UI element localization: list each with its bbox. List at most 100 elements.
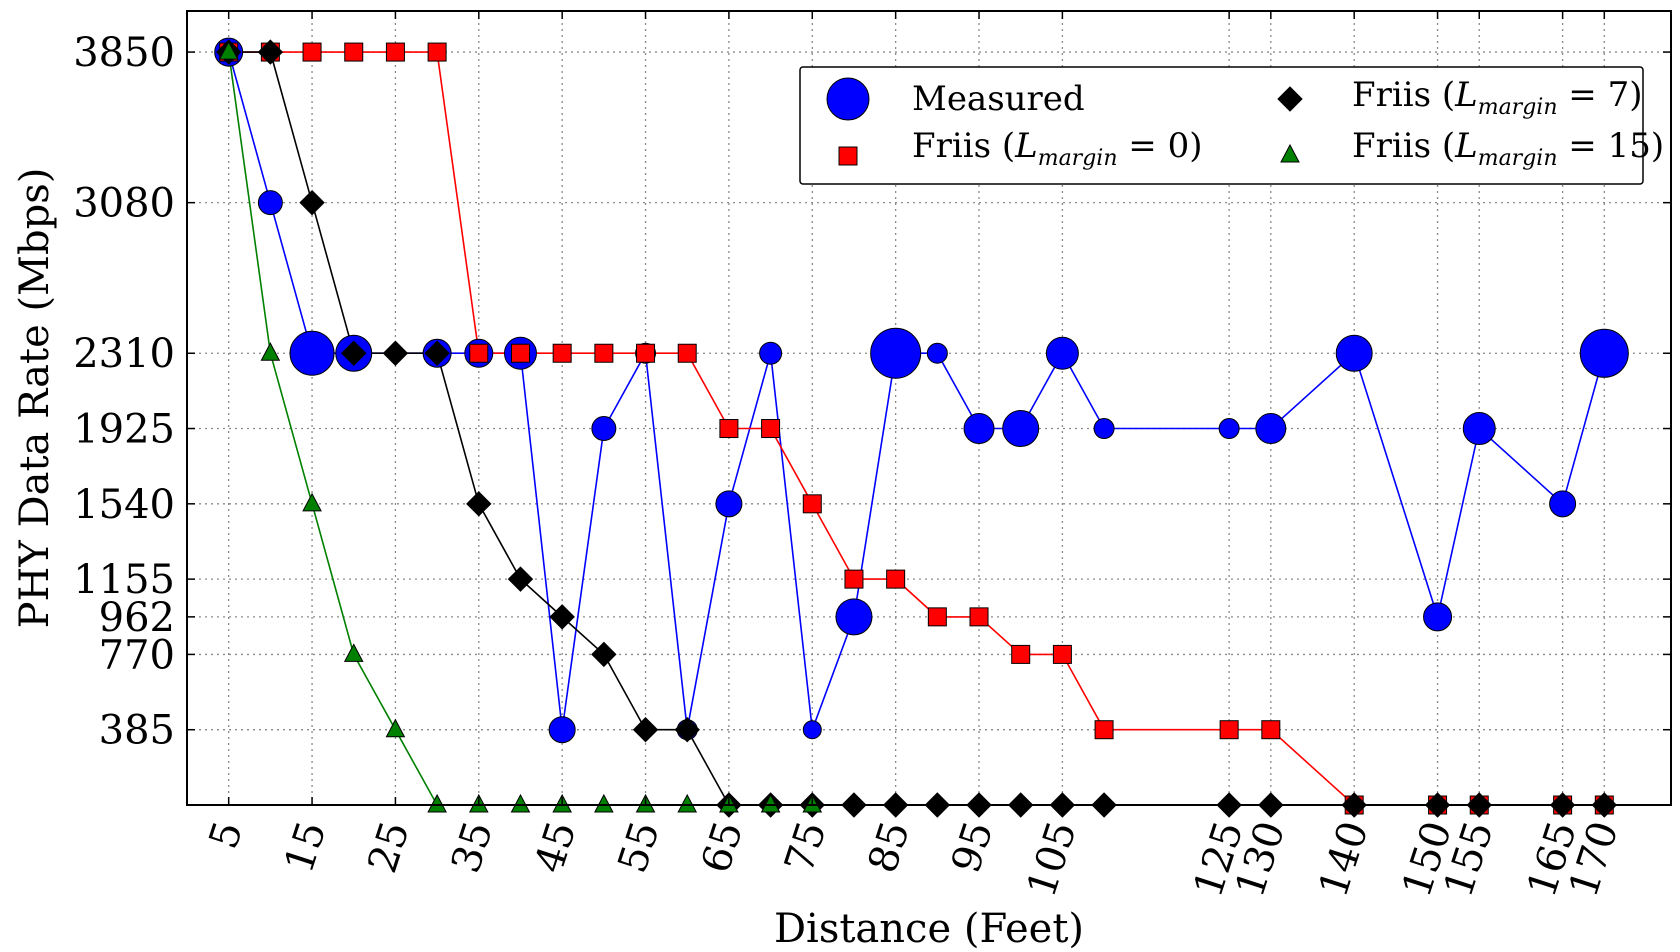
friis-0-point xyxy=(552,343,572,363)
measured-point xyxy=(1218,418,1240,440)
friis-0-point xyxy=(1052,644,1072,664)
friis-7-point xyxy=(382,340,409,366)
friis-7-point xyxy=(507,566,534,592)
measured-point xyxy=(1093,418,1115,440)
friis-7-point xyxy=(466,491,492,517)
legend-box xyxy=(799,66,1644,185)
measured-point xyxy=(715,490,743,518)
measured-point xyxy=(759,341,783,365)
friis-0-point xyxy=(385,42,405,62)
measured-point xyxy=(257,190,283,216)
legend-marker-measured xyxy=(826,77,870,121)
legend-friis-prefix: Friis ( xyxy=(912,126,1015,166)
friis-0-point xyxy=(636,343,656,363)
legend-lmargin-symbol: L xyxy=(1454,126,1478,166)
friis-15-point xyxy=(260,342,281,361)
friis-15-point xyxy=(385,718,406,738)
friis-15-point xyxy=(510,793,531,813)
friis-0-point xyxy=(1261,720,1281,740)
friis-0-point xyxy=(886,569,906,589)
friis-7-point xyxy=(591,641,617,668)
legend-lmargin-value: = 7) xyxy=(1558,75,1643,115)
plot-frame xyxy=(186,10,1672,806)
x-tick-label: 85 xyxy=(860,816,919,879)
legend-lmargin-subscript: margin xyxy=(1478,146,1558,171)
measured-point xyxy=(548,716,576,744)
friis-7-point xyxy=(424,340,450,366)
series-line-circle xyxy=(227,51,1606,730)
legend: Measured Friis (Lmargin = 0) Friis (Lmar… xyxy=(799,66,1664,185)
friis-0-point xyxy=(302,42,322,62)
x-tick-label: 140 xyxy=(1310,816,1377,903)
friis-0-point xyxy=(761,419,781,439)
friis-0-point xyxy=(844,569,864,589)
measured-point xyxy=(1423,602,1453,632)
friis-15-point xyxy=(760,793,781,813)
friis-0-point xyxy=(719,419,739,439)
friis-0-point xyxy=(344,42,364,62)
legend-friis-prefix: Friis ( xyxy=(1352,75,1455,115)
legend-label-friis-15: Friis (Lmargin = 15) xyxy=(1352,126,1664,171)
friis-0-point xyxy=(469,343,489,363)
measured-point xyxy=(1002,410,1040,448)
measured-point xyxy=(1255,413,1287,445)
y-tick-label: 3850 xyxy=(73,30,175,76)
series-markers xyxy=(214,37,1629,818)
x-tick-label: 65 xyxy=(693,816,752,879)
measured-point xyxy=(1579,328,1629,378)
x-tick-label: 45 xyxy=(526,816,585,879)
legend-lmargin-value: = 0) xyxy=(1118,126,1203,166)
x-tick-label: 75 xyxy=(776,816,835,879)
measured-point xyxy=(835,598,873,636)
friis-0-point xyxy=(1011,644,1031,664)
legend-lmargin-value: = 15) xyxy=(1558,126,1665,166)
legend-marker-friis-15 xyxy=(1280,143,1300,163)
x-tick-label: 5 xyxy=(201,816,253,854)
x-tick-label: 95 xyxy=(943,816,1002,879)
friis-0-point xyxy=(927,607,947,627)
legend-friis-prefix: Friis ( xyxy=(1352,126,1455,166)
friis-0-point xyxy=(802,494,822,514)
friis-15-point xyxy=(343,643,364,662)
y-tick-label: 962 xyxy=(99,595,175,641)
friis-0-point xyxy=(1094,720,1114,740)
legend-marker-friis-0 xyxy=(838,146,858,166)
friis-0-point xyxy=(677,343,697,363)
y-tick-label: 1540 xyxy=(73,482,175,528)
y-tick-label: 770 xyxy=(99,632,175,678)
y-tick-label: 3080 xyxy=(73,181,175,227)
legend-lmargin-subscript: margin xyxy=(1038,146,1118,171)
friis-7-point xyxy=(632,716,659,743)
friis-15-point xyxy=(594,793,614,813)
legend-label-measured: Measured xyxy=(912,79,1085,119)
y-tick-label: 1925 xyxy=(73,407,175,453)
measured-point xyxy=(802,720,822,740)
x-tick-label: 15 xyxy=(276,816,335,879)
x-tick-label: 35 xyxy=(443,816,502,879)
friis-15-point xyxy=(677,793,698,813)
friis-0-point xyxy=(1219,720,1239,740)
y-tick-label: 2310 xyxy=(73,331,175,377)
measured-point xyxy=(1549,490,1577,518)
legend-lmargin-symbol: L xyxy=(1454,75,1478,115)
friis-15-point xyxy=(218,41,239,60)
measured-point xyxy=(870,327,922,379)
y-tick-label: 1155 xyxy=(73,557,175,603)
friis-15-point xyxy=(427,793,447,813)
x-tick-label: 25 xyxy=(359,816,418,879)
friis-0-point xyxy=(969,607,989,627)
friis-7-point xyxy=(257,39,284,65)
measured-point xyxy=(1335,334,1373,372)
x-axis-title: Distance (Feet) xyxy=(774,906,1084,952)
measured-point xyxy=(963,413,995,445)
friis-7-point xyxy=(674,716,700,743)
legend-lmargin-subscript: margin xyxy=(1478,95,1558,120)
measured-point xyxy=(591,416,617,442)
legend-label-friis-7: Friis (Lmargin = 7) xyxy=(1352,75,1643,120)
measured-point xyxy=(1045,336,1079,370)
friis-7-point xyxy=(341,340,367,366)
measured-point xyxy=(289,330,335,376)
friis-7-point xyxy=(299,189,325,216)
friis-0-point xyxy=(594,343,614,363)
